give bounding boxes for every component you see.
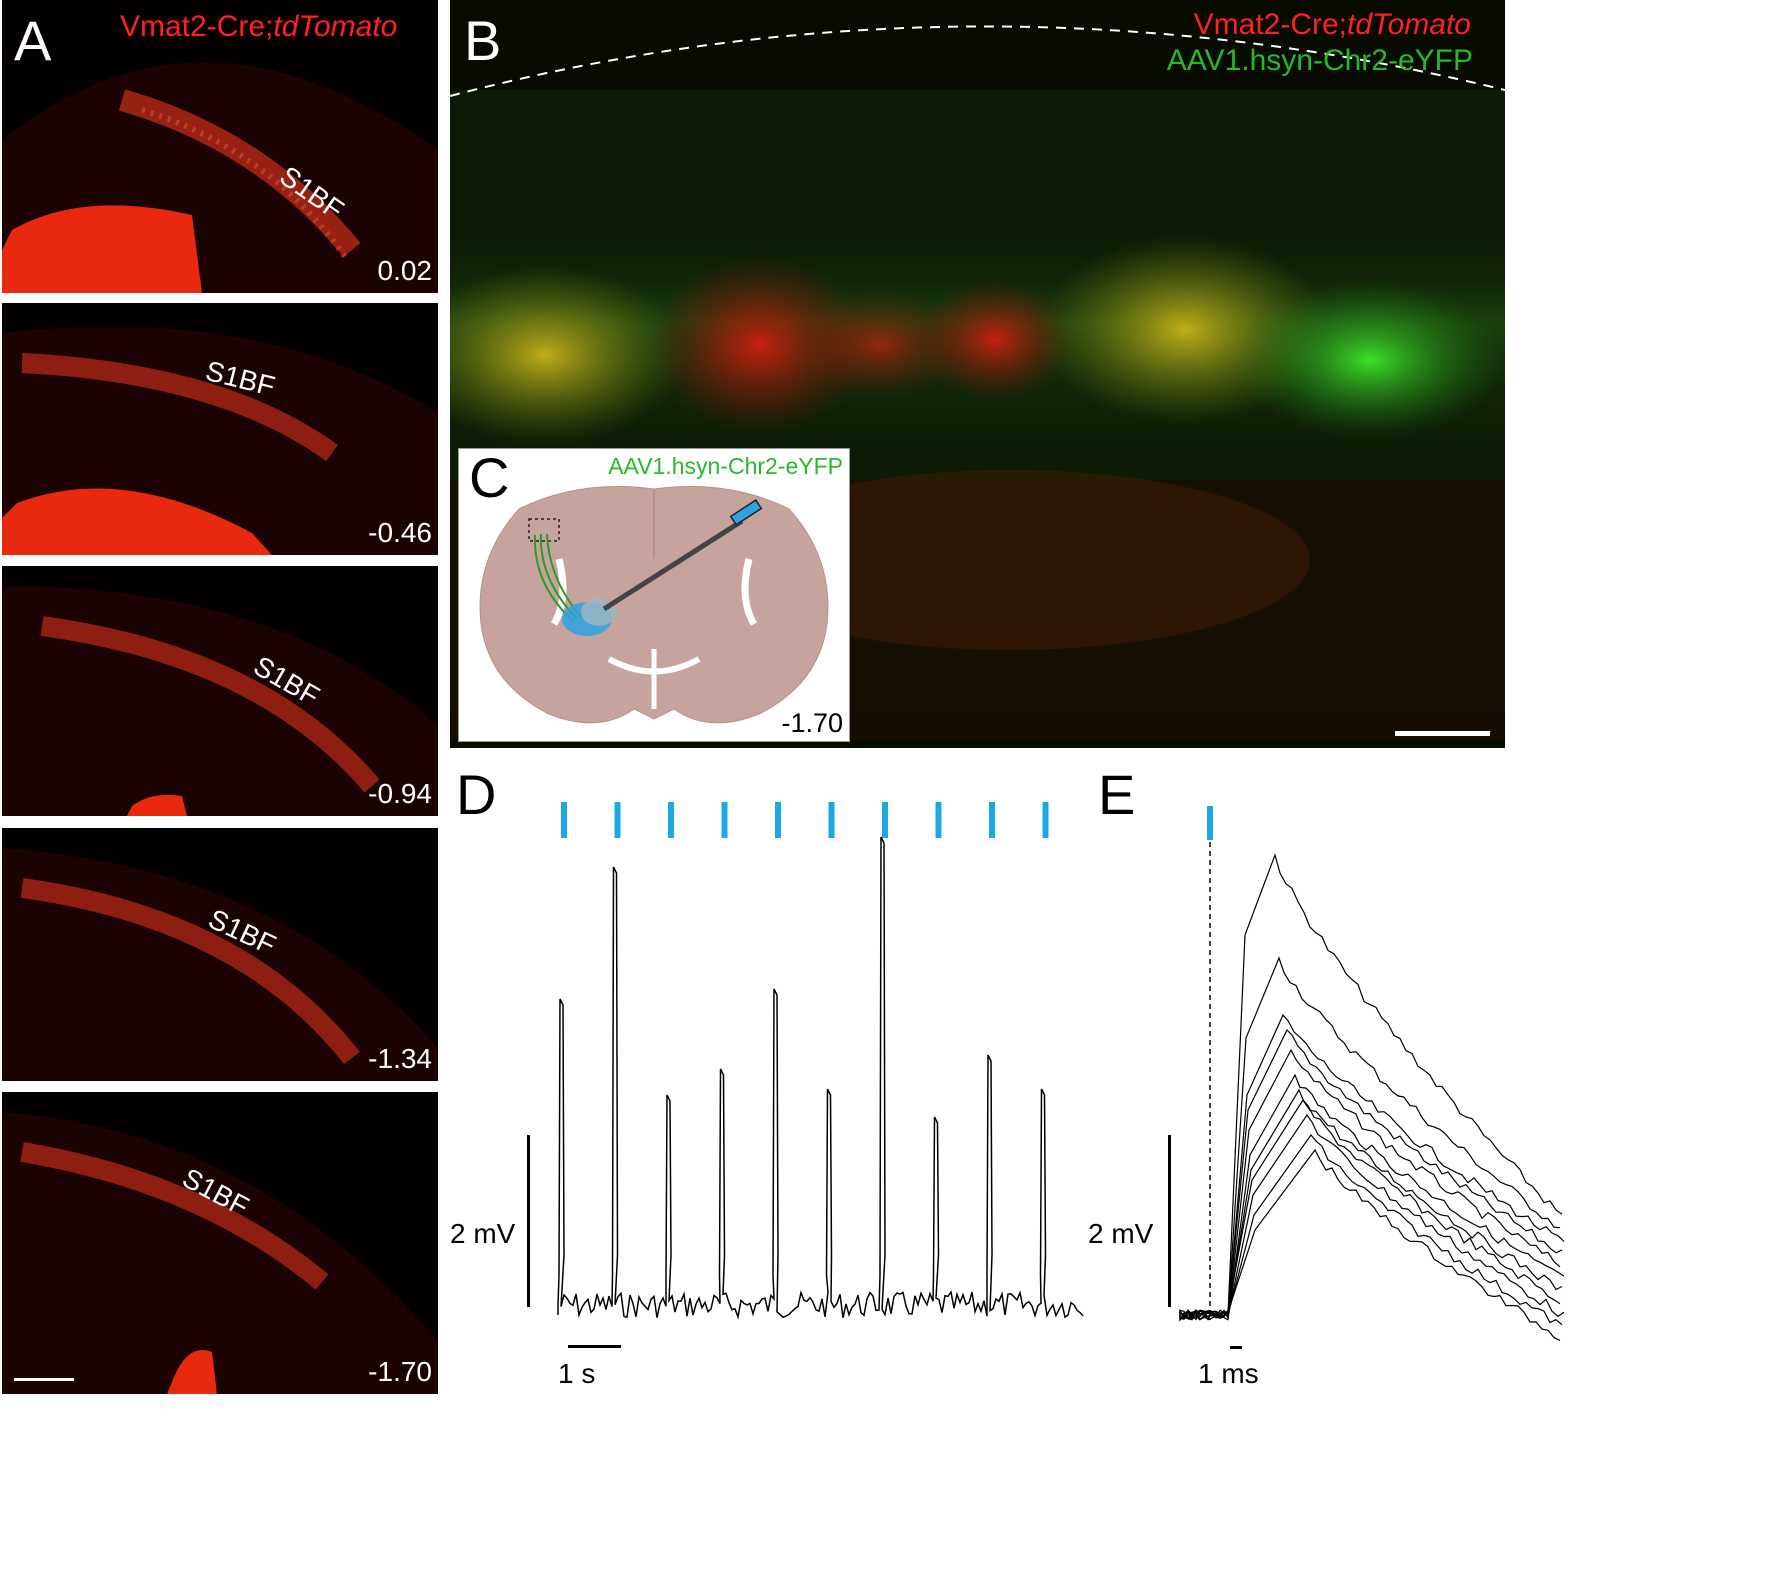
epsp-trace bbox=[1179, 1148, 1561, 1342]
panel-e-plot bbox=[1168, 806, 1565, 1349]
brain-schematic bbox=[479, 486, 829, 724]
voltage-scale-bar bbox=[1168, 1135, 1171, 1307]
light-pulse bbox=[989, 802, 995, 838]
slice-coordinate: 0.02 bbox=[377, 255, 433, 286]
time-scale-label: 1 s bbox=[558, 1358, 596, 1389]
slice-neg-1-34: S1BF -1.34 bbox=[2, 828, 438, 1081]
light-pulse bbox=[668, 802, 674, 838]
voltage-trace bbox=[557, 836, 1084, 1320]
panel-letter-c: C bbox=[469, 446, 510, 509]
panel-letter-a: A bbox=[14, 9, 52, 72]
light-pulse bbox=[882, 802, 888, 838]
voltage-scale-label: 2 mV bbox=[1088, 1218, 1154, 1249]
light-pulse bbox=[775, 802, 781, 838]
fiber-ferrule bbox=[729, 499, 763, 526]
panel-b: B Vmat2-Cre;tdTomato AAV1.hsyn-Chr2-eYFP bbox=[450, 0, 1505, 748]
light-pulse bbox=[1207, 806, 1213, 840]
time-scale-bar bbox=[568, 1345, 621, 1348]
panel-c: C AAV1.hsyn-Chr2-eYFP -1.70 bbox=[458, 446, 850, 742]
voltage-scale-label: 2 mV bbox=[450, 1218, 516, 1249]
slice-image bbox=[2, 1112, 438, 1394]
optic-fiber bbox=[602, 518, 744, 612]
light-pulse bbox=[561, 802, 567, 838]
scale-bar bbox=[14, 1378, 74, 1381]
light-pulse bbox=[614, 802, 621, 838]
voltage-scale-bar bbox=[527, 1135, 530, 1307]
slice-neg-0-46: S1BF -0.46 bbox=[2, 303, 438, 555]
panel-b-green-label: AAV1.hsyn-Chr2-eYFP bbox=[1166, 44, 1473, 77]
slice-neg-1-70: S1BF -1.70 bbox=[2, 1092, 438, 1394]
epsp-trace bbox=[1179, 1099, 1561, 1320]
light-pulse bbox=[1042, 802, 1049, 838]
scale-bar bbox=[1395, 731, 1490, 736]
slice-coordinate: -0.46 bbox=[368, 517, 432, 548]
panel-letter-e: E bbox=[1098, 763, 1136, 826]
slice-coordinate: -1.34 bbox=[368, 1043, 432, 1074]
panel-b-red-label: Vmat2-Cre;tdTomato bbox=[1193, 8, 1471, 41]
panel-a-genotype-label: Vmat2-Cre;tdTomato bbox=[120, 10, 398, 43]
slice-image bbox=[2, 848, 438, 1081]
slice-image bbox=[2, 586, 438, 816]
epsp-trace bbox=[1179, 1113, 1565, 1321]
slice-coordinate: -0.94 bbox=[368, 778, 432, 809]
recording-region-box bbox=[528, 518, 560, 542]
epsp-trace bbox=[1179, 853, 1563, 1322]
time-scale-bar bbox=[1230, 1346, 1242, 1349]
light-pulse bbox=[935, 802, 942, 838]
slice-coordinate: -1.70 bbox=[368, 1356, 432, 1387]
panel-c-green-label: AAV1.hsyn-Chr2-eYFP bbox=[608, 453, 843, 479]
slice-0-02: S1BF 0.02 bbox=[2, 0, 438, 293]
panel-letter-d: D bbox=[456, 763, 497, 826]
light-pulse bbox=[721, 802, 728, 838]
time-scale-label: 1 ms bbox=[1198, 1358, 1259, 1389]
light-pulse bbox=[828, 802, 835, 838]
slice-image bbox=[2, 326, 438, 555]
panel-c-coordinate: -1.70 bbox=[781, 708, 843, 738]
slice-neg-0-94: S1BF -0.94 bbox=[2, 566, 438, 816]
slice-image bbox=[2, 62, 438, 293]
panel-letter-b: B bbox=[464, 9, 502, 72]
panel-d-plot bbox=[527, 802, 1084, 1348]
